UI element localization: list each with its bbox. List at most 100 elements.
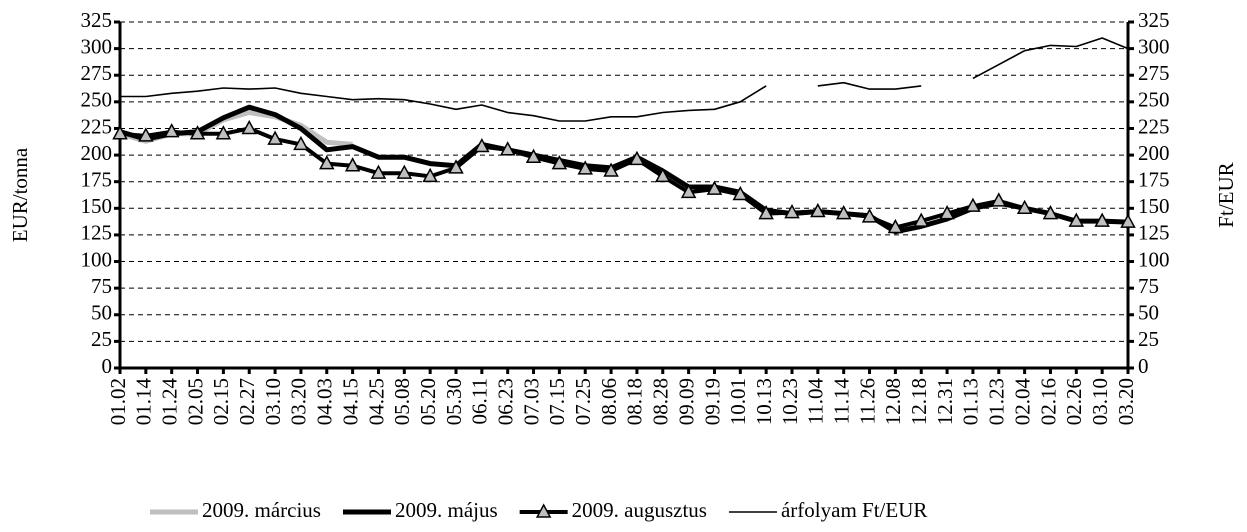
y2-tick-label: 300	[1138, 34, 1170, 58]
marker	[448, 159, 464, 174]
marker	[861, 208, 878, 223]
marker	[629, 150, 645, 166]
x-tick-label: 10.13	[752, 378, 776, 425]
marker	[732, 185, 749, 201]
marker	[422, 167, 438, 183]
marker	[241, 119, 257, 135]
marker	[835, 205, 852, 220]
y2-tick-label: 125	[1138, 221, 1170, 245]
marker	[810, 202, 826, 218]
marker	[319, 155, 335, 170]
y-tick-label: 200	[81, 141, 113, 165]
marker	[163, 123, 180, 138]
y-tick-label: 75	[91, 274, 112, 298]
x-tick-label: 12.08	[881, 378, 905, 425]
x-tick-label: 09.19	[700, 378, 724, 425]
x-tick-label: 01.14	[132, 378, 156, 426]
x-tick-label: 01.13	[959, 378, 983, 425]
x-tick-label: 08.18	[623, 378, 647, 425]
y-tick-label: 25	[91, 327, 112, 351]
x-tick-label: 06.11	[468, 378, 492, 424]
marker	[1016, 199, 1033, 215]
marker	[499, 141, 516, 156]
x-tick-label: 10.01	[726, 378, 750, 425]
marker	[1094, 212, 1110, 227]
y-tick-label: 325	[81, 8, 113, 32]
marker	[551, 155, 568, 170]
x-tick-label: 07.03	[519, 378, 543, 425]
x-tick-label: 07.15	[545, 378, 569, 425]
marker	[1042, 205, 1059, 220]
x-tick-label: 11.04	[804, 378, 828, 425]
series-line	[120, 37, 1129, 122]
x-tick-label: 05.30	[442, 378, 466, 425]
marker	[577, 160, 593, 175]
x-tick-label: 02.15	[209, 378, 233, 425]
x-tick-label: 06.23	[494, 378, 518, 425]
x-tick-label: 07.25	[571, 378, 595, 425]
y2-tick-label: 175	[1138, 168, 1170, 192]
x-tick-label: 02.16	[1036, 378, 1060, 425]
legend-label: 2009. augusztus	[572, 498, 707, 522]
x-tick-label: 02.26	[1062, 378, 1086, 425]
marker	[603, 162, 619, 177]
y2-tick-label: 0	[1138, 354, 1149, 378]
marker	[215, 125, 232, 140]
y2-tick-label: 325	[1138, 8, 1170, 32]
x-tick-label: 03.20	[1114, 378, 1138, 425]
marker	[267, 130, 283, 145]
marker	[370, 164, 387, 179]
x-tick-label: 05.08	[390, 378, 414, 425]
x-tick-label: 03.20	[287, 378, 311, 425]
x-tick-label: 11.14	[830, 378, 854, 425]
marker	[913, 212, 929, 227]
y-tick-label: 125	[81, 221, 113, 245]
y-axis-label: EUR/tonna	[8, 147, 32, 242]
x-tick-label: 03.10	[1088, 378, 1112, 425]
y-tick-label: 225	[81, 114, 113, 138]
x-tick-label: 12.18	[907, 378, 931, 425]
marker	[138, 127, 154, 142]
marker	[706, 180, 723, 195]
y-tick-label: 300	[81, 34, 113, 58]
legend-label: 2009. május	[395, 498, 498, 522]
marker	[112, 125, 128, 140]
x-tick-label: 08.28	[649, 378, 673, 425]
marker	[1068, 212, 1085, 227]
y2-tick-label: 250	[1138, 88, 1170, 112]
y-tick-label: 150	[81, 194, 113, 218]
marker	[965, 197, 981, 212]
legend-marker	[535, 503, 552, 518]
y-tick-label: 275	[81, 61, 113, 85]
marker	[396, 164, 413, 179]
x-tick-label: 03.10	[261, 378, 285, 425]
x-tick-label: 04.03	[313, 378, 337, 425]
x-tick-label: 05.20	[416, 378, 440, 425]
y-tick-label: 250	[81, 88, 113, 112]
x-tick-label: 10.23	[778, 378, 802, 425]
x-tick-label: 01.24	[158, 378, 182, 426]
marker	[680, 183, 697, 199]
marker	[784, 203, 800, 219]
x-tick-label: 01.23	[985, 378, 1009, 425]
y2-tick-label: 25	[1138, 327, 1159, 351]
y-tick-label: 0	[102, 354, 113, 378]
y-tick-label: 100	[81, 247, 113, 271]
x-tick-label: 02.04	[1010, 378, 1034, 426]
y2-tick-label: 225	[1138, 114, 1170, 138]
x-tick-label: 02.27	[235, 378, 259, 425]
marker	[655, 167, 671, 183]
x-tick-label: 04.25	[364, 378, 388, 425]
series-line	[119, 104, 1129, 235]
marker	[474, 137, 490, 153]
x-tick-label: 08.06	[597, 378, 621, 425]
x-tick-label: 11.26	[855, 378, 879, 424]
x-tick-label: 04.15	[338, 378, 362, 425]
marker	[189, 125, 206, 140]
marker	[293, 135, 309, 151]
x-tick-label: 01.02	[106, 378, 130, 425]
y2-tick-label: 150	[1138, 194, 1170, 218]
marker	[525, 148, 542, 163]
y-tick-label: 175	[81, 168, 113, 192]
